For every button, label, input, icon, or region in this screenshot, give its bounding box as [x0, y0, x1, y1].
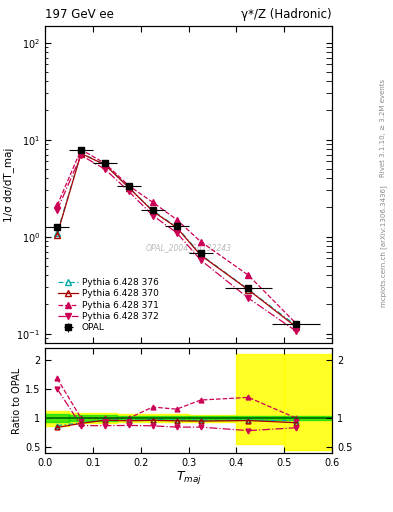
- Pythia 6.428 371: [79, 146, 83, 153]
- Line: Pythia 6.428 371: Pythia 6.428 371: [54, 147, 299, 326]
- Pythia 6.428 371: [55, 202, 59, 208]
- Pythia 6.428 370: [198, 252, 203, 258]
- Pythia 6.428 371: [246, 272, 251, 279]
- Line: Pythia 6.428 370: Pythia 6.428 370: [54, 151, 299, 330]
- Pythia 6.428 371: [151, 199, 155, 205]
- Pythia 6.428 372: [103, 166, 107, 172]
- Pythia 6.428 372: [294, 328, 299, 334]
- Pythia 6.428 376: [198, 251, 203, 258]
- Pythia 6.428 376: [174, 224, 179, 230]
- Y-axis label: Ratio to OPAL: Ratio to OPAL: [12, 368, 22, 434]
- Pythia 6.428 376: [246, 286, 251, 292]
- Legend: Pythia 6.428 376, Pythia 6.428 370, Pythia 6.428 371, Pythia 6.428 372, OPAL: Pythia 6.428 376, Pythia 6.428 370, Pyth…: [58, 278, 159, 332]
- Pythia 6.428 371: [198, 239, 203, 245]
- Pythia 6.428 372: [151, 212, 155, 219]
- Y-axis label: 1/σ dσ/dT_maj: 1/σ dσ/dT_maj: [3, 147, 14, 222]
- Pythia 6.428 372: [127, 188, 131, 195]
- Pythia 6.428 376: [151, 208, 155, 214]
- Pythia 6.428 376: [294, 323, 299, 329]
- Pythia 6.428 370: [103, 162, 107, 168]
- Pythia 6.428 370: [174, 225, 179, 231]
- Pythia 6.428 370: [55, 231, 59, 238]
- Text: OPAL_2004_S6132243: OPAL_2004_S6132243: [146, 243, 231, 252]
- Pythia 6.428 372: [55, 207, 59, 213]
- Pythia 6.428 376: [55, 230, 59, 236]
- Pythia 6.428 371: [294, 321, 299, 327]
- Pythia 6.428 376: [79, 150, 83, 156]
- Pythia 6.428 370: [151, 208, 155, 214]
- Text: γ*/Z (Hadronic): γ*/Z (Hadronic): [241, 8, 332, 21]
- Text: mcplots.cern.ch [arXiv:1306.3436]: mcplots.cern.ch [arXiv:1306.3436]: [380, 185, 387, 307]
- Text: 197 GeV ee: 197 GeV ee: [45, 8, 114, 21]
- Text: Rivet 3.1.10, ≥ 3.2M events: Rivet 3.1.10, ≥ 3.2M events: [380, 79, 386, 177]
- Pythia 6.428 376: [103, 161, 107, 167]
- Pythia 6.428 372: [79, 152, 83, 158]
- Line: Pythia 6.428 372: Pythia 6.428 372: [54, 153, 299, 334]
- Pythia 6.428 372: [174, 229, 179, 236]
- Pythia 6.428 371: [127, 183, 131, 189]
- X-axis label: $T_{maj}$: $T_{maj}$: [176, 470, 202, 486]
- Pythia 6.428 370: [79, 151, 83, 157]
- Pythia 6.428 372: [198, 257, 203, 263]
- Pythia 6.428 370: [127, 185, 131, 191]
- Pythia 6.428 370: [246, 287, 251, 293]
- Pythia 6.428 370: [294, 324, 299, 330]
- Pythia 6.428 371: [174, 217, 179, 223]
- Pythia 6.428 372: [246, 295, 251, 301]
- Line: Pythia 6.428 376: Pythia 6.428 376: [54, 151, 299, 328]
- Pythia 6.428 376: [127, 184, 131, 190]
- Pythia 6.428 371: [103, 160, 107, 166]
